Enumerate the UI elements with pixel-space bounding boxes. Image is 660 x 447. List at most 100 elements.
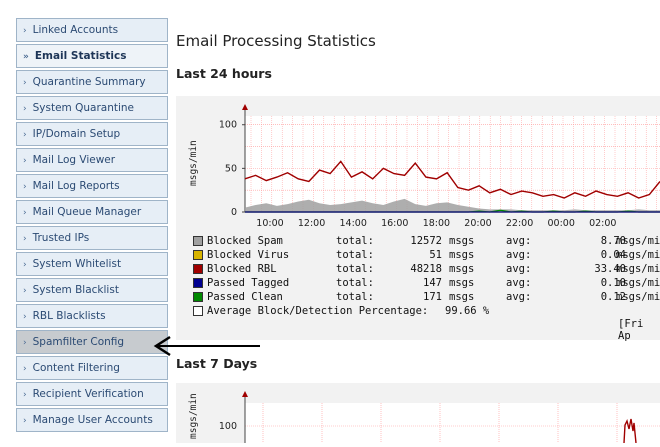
sidebar-item-label: Linked Accounts (32, 24, 119, 36)
chevron-right-icon: › (23, 416, 27, 426)
x-tick-label: 20:00 (464, 218, 491, 229)
x-tick-label: 14:00 (340, 218, 367, 229)
legend-row: Passed Tagged total: 147 msgs avg: 0.10 msgs/m… (193, 276, 660, 290)
legend-series-name: Passed Clean (207, 291, 283, 303)
y-axis-label: msgs/min (188, 393, 199, 439)
sidebar-item-label: System Whitelist (32, 258, 122, 270)
legend-avg-label: avg: (506, 277, 532, 289)
sidebar-nav: › Linked Accounts » Email Statistics › Quaran… (16, 18, 168, 434)
legend-total-unit: msgs (449, 263, 475, 275)
legend-avg-unit: msgs/min (616, 235, 660, 247)
sidebar-item-label: Manage User Accounts (32, 414, 153, 426)
chevron-right-icon: › (23, 312, 27, 322)
chevron-right-icon: › (23, 104, 27, 114)
legend-avg-value: 0.12 (600, 291, 626, 303)
sidebar-item-trusted-ips[interactable]: › Trusted IPs (16, 226, 168, 250)
legend-avg-unit: msgs/min (616, 277, 660, 289)
legend-avg-label: avg: (506, 263, 532, 275)
legend-avg-label: avg: (506, 249, 532, 261)
legend-avg-value: 33.40 (594, 263, 626, 275)
legend-total-unit: msgs (449, 277, 475, 289)
sidebar-item-label: Quarantine Summary (32, 76, 146, 88)
series-area-blocked-spam (245, 198, 660, 212)
sidebar-item-mail-log-reports[interactable]: › Mail Log Reports (16, 174, 168, 198)
sidebar-item-system-blacklist[interactable]: › System Blacklist (16, 278, 168, 302)
sidebar-item-email-statistics[interactable]: » Email Statistics (16, 44, 168, 68)
chart-7d-svg: 100 msgs/min (188, 391, 660, 444)
legend-series-name: Passed Tagged (207, 277, 290, 289)
sidebar-item-system-quarantine[interactable]: › System Quarantine (16, 96, 168, 120)
sidebar-item-label: Email Statistics (34, 50, 127, 62)
average-value: 99.66 % (445, 305, 490, 317)
legend-avg-label: avg: (506, 291, 532, 303)
graph-24h: 0 50 100 msgs/min 10:00 12:00 14:00 16:00 18:00 2… (176, 96, 660, 342)
legend-avg-label: avg: (506, 235, 532, 247)
legend-average-row: Average Block/Detection Percentage: 99.66… (193, 304, 489, 318)
left-arrow-icon (153, 335, 260, 357)
y-tick-label: 100 (219, 421, 237, 432)
plot-area (245, 403, 660, 443)
legend-total-unit: msgs (449, 291, 475, 303)
legend-swatch (193, 306, 203, 316)
chevron-right-icon: › (23, 390, 27, 400)
sidebar-item-manage-user-accounts[interactable]: › Manage User Accounts (16, 408, 168, 432)
y-tick-label: 50 (225, 163, 237, 174)
sidebar-item-recipient-verification[interactable]: › Recipient Verification (16, 382, 168, 406)
legend-row: Blocked Spam total: 12572 msgs avg: 8.70 msgs/… (193, 234, 660, 248)
y-axis-arrow-icon (242, 391, 248, 397)
legend-swatch (193, 264, 203, 274)
sidebar-item-label: System Blacklist (32, 284, 119, 296)
y-tick-label: 100 (219, 120, 237, 131)
plot-area (245, 116, 660, 212)
sidebar-item-ip-domain-setup[interactable]: › IP/Domain Setup (16, 122, 168, 146)
sidebar-item-label: Content Filtering (32, 362, 120, 374)
legend-avg-value: 0.04 (600, 249, 626, 261)
sidebar-item-mail-queue-manager[interactable]: › Mail Queue Manager (16, 200, 168, 224)
double-chevron-right-icon: » (23, 52, 29, 62)
sidebar-item-mail-log-viewer[interactable]: › Mail Log Viewer (16, 148, 168, 172)
graph-7d: 100 msgs/min (176, 383, 660, 444)
sidebar-item-label: Mail Queue Manager (32, 206, 142, 218)
sidebar-item-label: RBL Blacklists (32, 310, 106, 322)
legend-swatch (193, 236, 203, 246)
section-title-7d: Last 7 Days (176, 356, 258, 371)
chevron-right-icon: › (23, 286, 27, 296)
legend-total-label: total: (336, 263, 374, 275)
legend-row: Passed Clean total: 171 msgs avg: 0.12 msgs/mi… (193, 290, 660, 304)
legend-swatch (193, 250, 203, 260)
x-tick-label: 00:00 (548, 218, 575, 229)
chart-legend: Blocked Spam total: 12572 msgs avg: 8.70 msgs/… (193, 234, 660, 318)
y-tick-label: 0 (231, 207, 237, 218)
x-tick-label: 10:00 (256, 218, 283, 229)
sidebar-item-quarantine-summary[interactable]: › Quarantine Summary (16, 70, 168, 94)
legend-total-label: total: (336, 249, 374, 261)
legend-avg-unit: msgs/min (616, 263, 660, 275)
legend-total-label: total: (336, 277, 374, 289)
series-line-blocked-rbl (244, 160, 660, 199)
legend-total-label: total: (336, 235, 374, 247)
sidebar-item-linked-accounts[interactable]: › Linked Accounts (16, 18, 168, 42)
sidebar-item-label: Recipient Verification (32, 388, 144, 400)
legend-row: Blocked RBL total: 48218 msgs avg: 33.40 msgs/… (193, 262, 660, 276)
legend-total-value: 171 (423, 291, 442, 303)
chart-24h-svg: 0 50 100 msgs/min 10:00 12:00 14:00 16:00 18:00 2… (188, 104, 660, 229)
legend-series-name: Blocked Virus (207, 249, 290, 261)
series-line-peak (623, 418, 637, 444)
sidebar-item-system-whitelist[interactable]: › System Whitelist (16, 252, 168, 276)
chevron-right-icon: › (23, 260, 27, 270)
legend-total-value: 48218 (410, 263, 442, 275)
chevron-right-icon: › (23, 26, 27, 36)
x-tick-label: 18:00 (423, 218, 450, 229)
sidebar-item-content-filtering[interactable]: › Content Filtering (16, 356, 168, 380)
sidebar-item-label: Mail Log Reports (32, 180, 120, 192)
main-content: Email Processing Statistics Last 24 hour… (176, 0, 660, 444)
legend-series-name: Blocked Spam (207, 235, 283, 247)
sidebar-item-rbl-blacklists[interactable]: › RBL Blacklists (16, 304, 168, 328)
chevron-right-icon: › (23, 182, 27, 192)
chevron-right-icon: › (23, 156, 27, 166)
section-title-24h: Last 24 hours (176, 66, 272, 81)
sidebar-item-label: Spamfilter Config (32, 336, 125, 348)
x-tick-label: 16:00 (381, 218, 408, 229)
legend-series-name: Blocked RBL (207, 263, 277, 275)
sidebar-item-spamfilter-config[interactable]: › Spamfilter Config (16, 330, 168, 354)
